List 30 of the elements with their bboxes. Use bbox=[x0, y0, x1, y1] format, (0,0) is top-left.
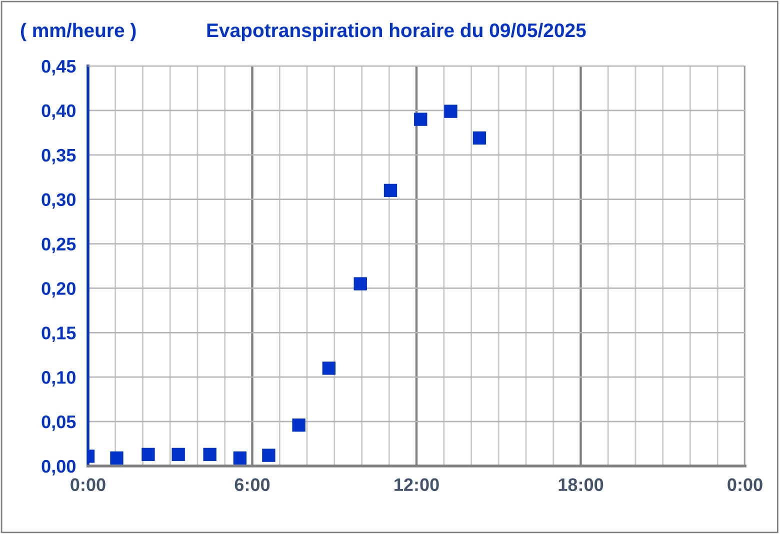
y-tick-label: 0,25 bbox=[42, 238, 76, 254]
y-tick-label: 0,30 bbox=[42, 193, 76, 209]
point bbox=[262, 448, 276, 462]
point bbox=[233, 451, 247, 465]
y-tick-label: 0,40 bbox=[42, 104, 76, 120]
y-tick-label: 0,20 bbox=[42, 282, 76, 298]
x-tick-label: 6:00 bbox=[234, 478, 270, 492]
y-tick-label: 0,00 bbox=[42, 460, 76, 476]
point bbox=[322, 362, 336, 375]
y-tick-label: 0,05 bbox=[42, 415, 76, 431]
point bbox=[172, 448, 185, 462]
y-tick-label: 0,35 bbox=[42, 148, 76, 164]
x-tick-label: 18:00 bbox=[558, 478, 604, 492]
y-tick-label: 0,45 bbox=[42, 60, 76, 76]
point bbox=[414, 112, 428, 126]
y-tick-label: 0,15 bbox=[42, 326, 76, 342]
point bbox=[354, 277, 367, 290]
chart-title: Evapotranspiration horaire du 09/05/2025 bbox=[207, 22, 586, 42]
point bbox=[203, 448, 216, 462]
point bbox=[142, 448, 155, 462]
y-axis-title: ( mm/heure ) bbox=[20, 22, 136, 42]
x-tick-label: 0:00 bbox=[728, 478, 762, 492]
x-tick-label: 12:00 bbox=[394, 478, 439, 492]
point bbox=[444, 104, 458, 118]
point bbox=[110, 451, 124, 465]
point bbox=[292, 418, 306, 432]
y-tick-label: 0,10 bbox=[42, 371, 76, 386]
x-tick-label: 0:00 bbox=[70, 478, 106, 492]
point bbox=[384, 184, 398, 198]
point bbox=[472, 131, 486, 145]
